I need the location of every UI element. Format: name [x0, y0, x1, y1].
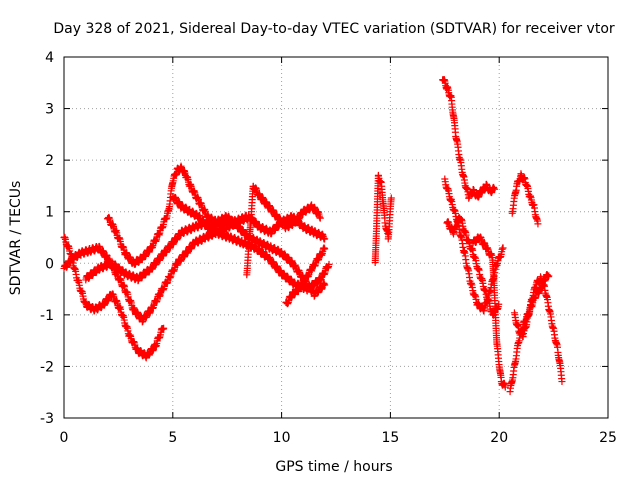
data-point [387, 194, 395, 202]
data-point [321, 281, 329, 289]
x-tick-label: 5 [168, 430, 177, 446]
x-axis-label: GPS time / hours [275, 459, 392, 475]
data-point [242, 212, 250, 220]
data-points [60, 76, 566, 396]
data-point [534, 220, 542, 228]
y-tick-label: -3 [40, 411, 54, 427]
grid-lines [64, 57, 608, 418]
data-point [325, 260, 333, 268]
series-sat-o [510, 273, 566, 386]
y-tick-label: 0 [45, 256, 54, 272]
x-tick-label: 25 [599, 430, 617, 446]
data-point [545, 272, 553, 280]
y-tick-label: 4 [45, 50, 54, 66]
x-tick-label: 10 [273, 430, 291, 446]
axes [63, 56, 609, 419]
tick-labels: 0 5 10 15 20 25 -3 -2 -1 0 1 2 3 4 [40, 50, 617, 446]
plot-border [63, 56, 609, 419]
series-sat-m [508, 170, 542, 228]
y-tick-label: -1 [40, 308, 54, 324]
series-sat-l [469, 233, 509, 391]
x-tick-label: 15 [381, 430, 399, 446]
data-point [321, 245, 329, 253]
series-sat-g [282, 244, 329, 308]
data-point [160, 324, 168, 332]
series-sat-b [60, 233, 168, 362]
series-sat-f [243, 182, 324, 279]
data-point [495, 300, 503, 308]
chart-title: Day 328 of 2021, Sidereal Day-to-day VTE… [53, 21, 615, 37]
series-sat-h [371, 171, 395, 266]
y-tick-label: 1 [45, 205, 54, 221]
y-tick-label: 2 [45, 153, 54, 169]
data-point [490, 185, 498, 193]
series-sat-k [443, 214, 503, 319]
x-tick-label: 20 [490, 430, 508, 446]
y-tick-label: 3 [45, 102, 54, 118]
data-point [321, 235, 329, 243]
y-tick-label: -2 [40, 359, 54, 375]
data-point [501, 383, 509, 391]
y-axis-label: SDTVAR / TECUs [8, 181, 24, 296]
data-point [558, 378, 566, 386]
data-point [316, 214, 324, 222]
x-tick-label: 0 [60, 430, 69, 446]
series-sat-i [439, 76, 498, 202]
data-point [499, 244, 507, 252]
